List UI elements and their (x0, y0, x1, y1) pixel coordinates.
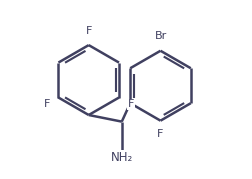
Text: F: F (127, 99, 133, 109)
Text: NH₂: NH₂ (110, 151, 132, 164)
Text: Br: Br (154, 31, 166, 41)
Text: F: F (85, 26, 91, 37)
Text: F: F (43, 99, 50, 109)
Text: F: F (157, 129, 163, 139)
